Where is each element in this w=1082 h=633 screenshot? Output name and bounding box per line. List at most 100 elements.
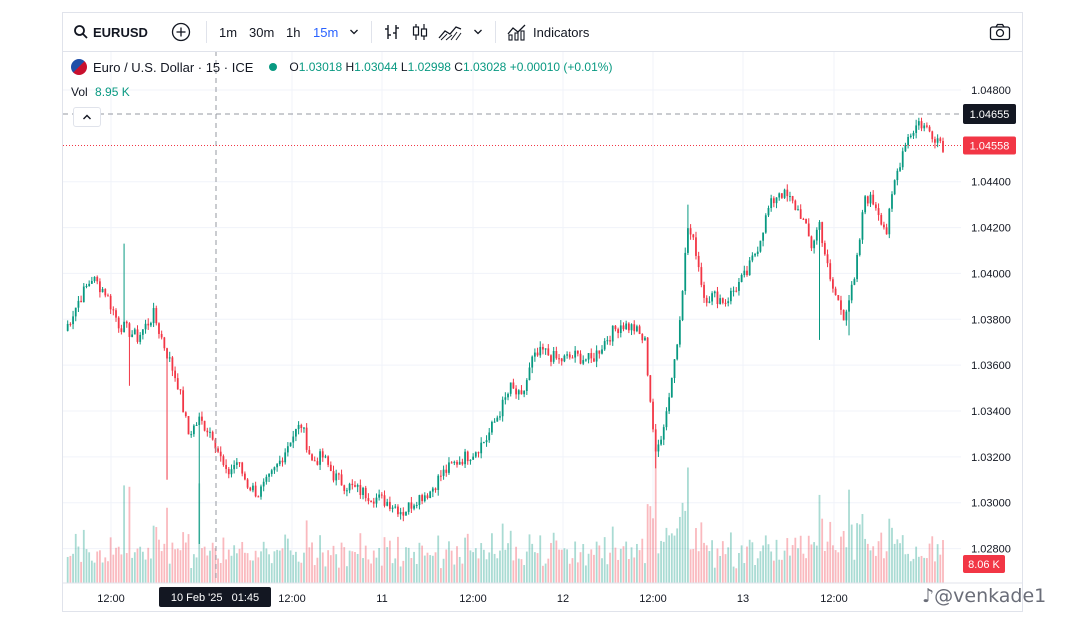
candle-body	[324, 456, 327, 458]
chart-type-dropdown[interactable]	[473, 13, 483, 51]
volume-bar	[144, 559, 147, 583]
candle-body	[182, 390, 185, 413]
volume-bar	[367, 559, 370, 583]
volume-bar	[909, 561, 912, 583]
candles-style-button[interactable]	[411, 13, 429, 51]
candle-body	[405, 511, 407, 516]
volume-bar	[517, 558, 520, 583]
candle-body	[786, 189, 789, 197]
volume-bar	[552, 532, 555, 583]
volume-bar	[713, 567, 716, 583]
candle-body	[550, 355, 552, 362]
candle-body	[789, 196, 791, 198]
volume-bar	[756, 558, 759, 583]
interval-dropdown[interactable]	[349, 13, 359, 51]
toolbar: EURUSD 1m 30m 1h 15m Indicators	[63, 13, 1022, 52]
volume-bar	[386, 547, 389, 583]
candle-body	[818, 222, 821, 230]
volume-bar	[759, 551, 762, 583]
price-tick-label: 1.03800	[971, 314, 1011, 326]
candle-body	[531, 356, 534, 368]
volume-bar	[141, 551, 144, 583]
candle-body	[359, 485, 362, 495]
volume-bar	[751, 542, 754, 583]
volume-bar	[477, 558, 480, 583]
interval-1m[interactable]: 1m	[219, 13, 237, 51]
volume-bar	[115, 547, 117, 583]
volume-bar	[719, 555, 722, 583]
candle-body	[845, 311, 848, 321]
candle-body	[399, 512, 402, 515]
candle-body	[297, 424, 300, 430]
candle-body	[109, 295, 112, 310]
candle-body	[797, 209, 799, 211]
ohlc-values: O1.03018 H1.03044 L1.02998 C1.03028 +0.0…	[289, 60, 612, 74]
volume-bar	[343, 547, 346, 583]
volume-bar	[450, 550, 453, 583]
candle-body	[630, 324, 633, 331]
price-axis[interactable]: 1.02800 1.03000 1.03200 1.03400 1.03600 1.038…	[971, 85, 1011, 556]
candle-body	[915, 125, 918, 133]
candle-body	[719, 298, 722, 304]
screenshot-button[interactable]	[989, 13, 1011, 51]
candle-body	[649, 375, 652, 402]
candle-body	[864, 196, 867, 213]
candle-body	[203, 420, 206, 431]
candle-body	[281, 460, 284, 463]
candle-body	[410, 502, 413, 509]
indicators-button[interactable]: Indicators	[507, 13, 589, 51]
volume-bar	[786, 538, 789, 583]
volume-bar	[485, 559, 488, 583]
area-style-button[interactable]	[438, 13, 462, 51]
collapse-legend-button[interactable]	[73, 107, 101, 127]
volume-bar	[378, 547, 381, 583]
volume-bar	[665, 527, 668, 583]
volume-legend[interactable]: Vol 8.95 K	[71, 85, 130, 99]
candle-body	[343, 485, 346, 491]
candle-body	[421, 495, 424, 502]
volume-bar	[568, 563, 571, 583]
volume-bar	[531, 543, 534, 583]
volume-bar	[233, 545, 236, 583]
indicators-label: Indicators	[533, 24, 590, 40]
chevron-up-icon	[83, 114, 91, 120]
volume-bar	[601, 558, 603, 583]
candle-body	[295, 429, 297, 437]
volume-bar	[109, 537, 112, 583]
candle-body	[584, 359, 587, 361]
symbol-search[interactable]: EURUSD	[73, 13, 148, 51]
compare-button[interactable]	[171, 13, 191, 51]
volume-bar	[168, 563, 171, 583]
candle-body	[372, 501, 375, 504]
chart-canvas[interactable]: 1.02800 1.03000 1.03200 1.03400 1.03600 1.038…	[63, 13, 1022, 611]
candle-body	[499, 416, 501, 418]
candle-body	[676, 344, 679, 360]
volume-bar	[362, 558, 364, 583]
candle-body	[579, 353, 582, 364]
volume-bar	[139, 546, 142, 583]
volume-bar	[630, 547, 633, 583]
interval-1h[interactable]: 1h	[286, 13, 300, 51]
candle-body	[313, 460, 316, 462]
candle-body	[311, 454, 313, 461]
candle-body	[187, 416, 190, 435]
candle-body	[805, 218, 807, 224]
candle-body	[123, 321, 125, 333]
series-legend[interactable]: Euro / U.S. Dollar · 15 · ICE O1.03018 H…	[71, 59, 612, 75]
candle-body	[380, 494, 383, 496]
candle-body	[735, 290, 738, 292]
candle-body	[923, 125, 926, 129]
bar-style-button[interactable]	[383, 13, 401, 51]
candle-body	[319, 451, 321, 465]
volume-bar	[611, 526, 614, 583]
time-axis[interactable]: 12:00 12:00 11 12:00 12 12:00 13 12:00	[97, 593, 848, 605]
candle-body	[246, 479, 249, 488]
interval-15m[interactable]: 15m	[313, 13, 338, 51]
volume-bar	[507, 543, 509, 583]
volume-bar	[437, 535, 440, 583]
interval-30m[interactable]: 30m	[249, 13, 274, 51]
candle-body	[415, 505, 418, 507]
candle-body	[746, 270, 748, 276]
volume-bar	[547, 558, 550, 583]
crosshair-time-badge: 10 Feb '25 01:45	[159, 587, 271, 607]
